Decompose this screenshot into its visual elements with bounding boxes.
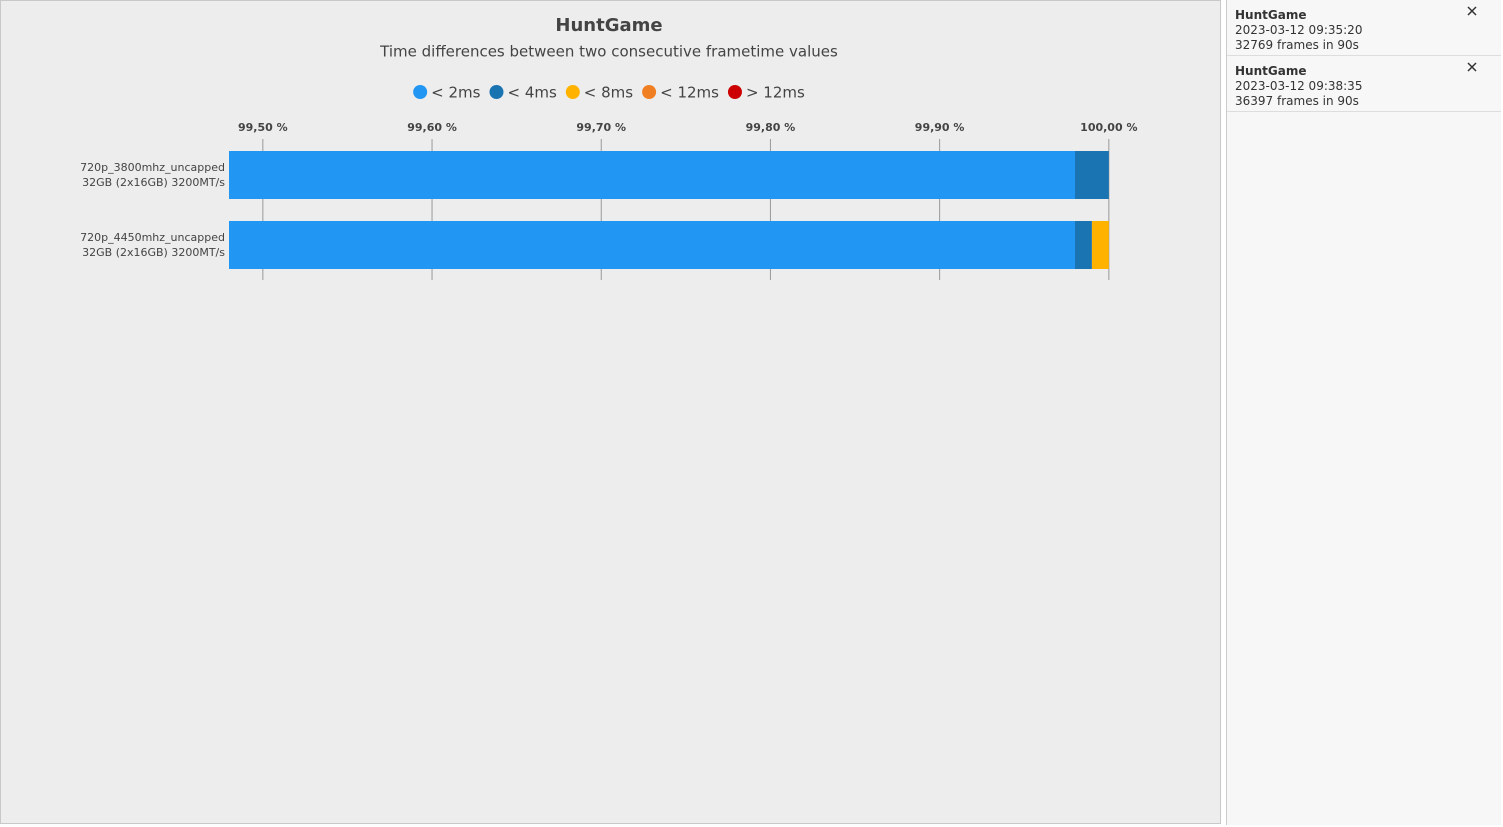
record-title: HuntGame xyxy=(1235,64,1307,78)
x-tick-label: 99,90 % xyxy=(915,121,965,134)
close-button[interactable] xyxy=(1467,62,1477,72)
record-item[interactable]: HuntGame 2023-03-12 09:35:20 32769 frames … xyxy=(1227,0,1501,56)
bar-segment xyxy=(1075,221,1092,269)
close-button[interactable] xyxy=(1467,6,1477,16)
legend-item: < 2ms xyxy=(413,84,481,102)
bar-segment xyxy=(229,221,1075,269)
sidebar: HuntGame 2023-03-12 09:35:20 32769 frames … xyxy=(1226,0,1501,825)
x-tick-label: 99,60 % xyxy=(407,121,457,134)
legend-swatch xyxy=(642,85,657,99)
category-label: 720p_4450mhz_uncapped xyxy=(80,231,225,244)
legend-item: < 4ms xyxy=(489,84,557,102)
legend-label: < 12ms xyxy=(660,84,719,102)
legend-swatch xyxy=(727,85,742,99)
legend-label: < 4ms xyxy=(507,84,556,102)
record-date: 2023-03-12 09:35:20 xyxy=(1235,23,1363,37)
legend-swatch xyxy=(489,85,504,99)
chart-subtitle: Time differences between two consecutive… xyxy=(379,43,838,61)
bar-segment xyxy=(1091,221,1109,269)
record-title: HuntGame xyxy=(1235,8,1307,22)
record-date: 2023-03-12 09:38:35 xyxy=(1235,79,1363,93)
chart: HuntGame Time differences between two co… xyxy=(80,15,1137,280)
legend-label: < 2ms xyxy=(431,84,480,102)
record-item[interactable]: HuntGame 2023-03-12 09:38:35 36397 frames … xyxy=(1227,56,1501,112)
chart-title: HuntGame xyxy=(555,15,662,36)
legend: < 2ms < 4ms < 8ms < 12ms > 12ms xyxy=(413,84,805,102)
legend-item: > 12ms xyxy=(727,84,805,102)
legend-label: < 8ms xyxy=(584,84,633,102)
category-sublabel: 32GB (2x16GB) 3200MT/s xyxy=(82,176,225,189)
legend-item: < 12ms xyxy=(642,84,719,102)
legend-item: < 8ms xyxy=(565,84,633,102)
x-tick-label: 100,00 % xyxy=(1080,121,1137,134)
bar-segment xyxy=(229,151,1075,199)
record-frames: 36397 frames in 90s xyxy=(1235,94,1359,108)
category-sublabel: 32GB (2x16GB) 3200MT/s xyxy=(82,246,225,259)
x-tick-label: 99,80 % xyxy=(746,121,796,134)
record-frames: 32769 frames in 90s xyxy=(1235,38,1359,52)
legend-swatch xyxy=(565,85,580,99)
x-tick-label: 99,70 % xyxy=(576,121,626,134)
chart-panel: HuntGame Time differences between two co… xyxy=(0,0,1221,824)
legend-label: > 12ms xyxy=(746,84,805,102)
x-tick-label: 99,50 % xyxy=(238,121,288,134)
bar-segment xyxy=(1075,151,1109,199)
category-label: 720p_3800mhz_uncapped xyxy=(80,161,225,174)
legend-swatch xyxy=(413,85,428,99)
